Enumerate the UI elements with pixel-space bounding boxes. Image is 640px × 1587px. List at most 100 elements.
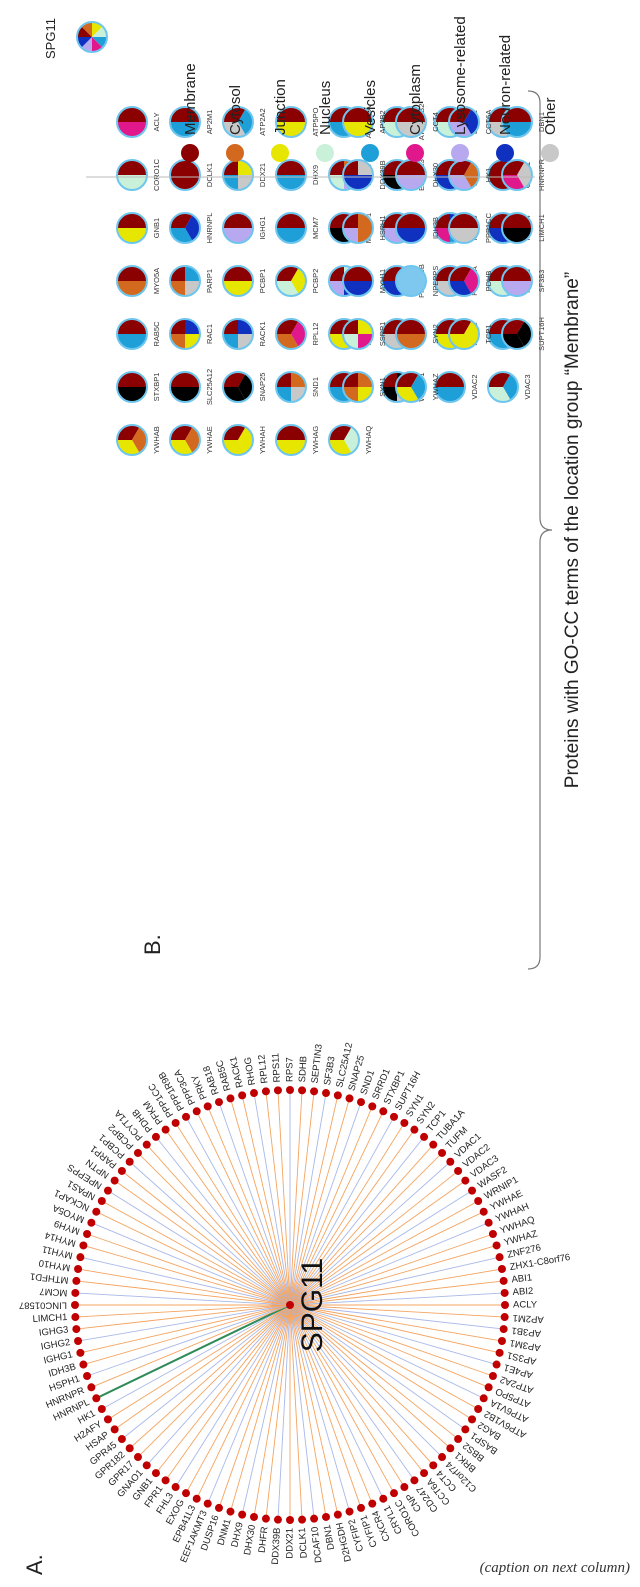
pie-slice (358, 387, 373, 402)
network-node (79, 1360, 88, 1369)
network-edge (175, 1122, 291, 1306)
network-node-label: RPS11 (270, 1053, 283, 1083)
network-node-label: ACLY (513, 1300, 538, 1311)
network-node (83, 1372, 92, 1381)
network-nodes: LINC01587MCM7MTHFD1MYH10MYH11MYH14MYH9MY… (19, 1042, 571, 1565)
network-edge (289, 1304, 504, 1330)
pie-slice (276, 228, 306, 243)
pie-label: SF3B3 (537, 270, 546, 293)
network-edge (91, 1222, 291, 1306)
pie-outline (342, 106, 374, 138)
network-edge (289, 1304, 303, 1520)
legend-label: Junction (272, 79, 289, 135)
pie-slice (117, 122, 147, 137)
pie-slice (185, 319, 200, 334)
network-node (110, 1176, 119, 1185)
network-node-label: DCAF10 (310, 1526, 325, 1563)
network-edge (289, 1304, 489, 1388)
pie-outline (275, 106, 307, 138)
pie-chart: YWHAE (169, 424, 214, 456)
pie-chart: DHX9 (275, 159, 320, 191)
pie-slice (223, 266, 253, 281)
pie-slice (117, 160, 147, 175)
network-edge (253, 1092, 291, 1306)
pie-panel: ACLYAP2M1ATP2A2ATP5POATP6V1AATP6V1B2BASP… (76, 21, 546, 456)
pie-chart: NPEPPS (395, 265, 440, 297)
legend: Membrane Cytosol Junction Nucleus Vesicles Cy… (181, 16, 559, 162)
pie-outline (116, 265, 148, 297)
network-node (238, 1091, 247, 1100)
pie-chart: ATP2A2 (222, 106, 267, 138)
legend-swatch (451, 144, 469, 162)
pie-slice (329, 266, 344, 281)
network-node (468, 1415, 477, 1424)
network-node (142, 1140, 151, 1149)
legend-label: Vesicles (362, 80, 379, 135)
pie-slice (77, 37, 92, 48)
pie-slice (238, 175, 253, 190)
pie-outline (448, 106, 480, 138)
network-edge (241, 1095, 291, 1306)
pie-slice (117, 213, 147, 228)
network-edge (289, 1092, 327, 1306)
network-edge (107, 1304, 291, 1420)
pie-label: YWHAZ (431, 373, 440, 401)
network-edge (289, 1304, 484, 1399)
network-edge (101, 1304, 291, 1410)
network-edge (289, 1304, 497, 1365)
network-edge (289, 1106, 373, 1306)
pie-slice (358, 319, 373, 334)
network-node (261, 1514, 270, 1523)
pie-slice (343, 160, 358, 175)
pie-chart: SSRP1 (342, 318, 387, 350)
network-edge (75, 1304, 291, 1318)
pie-chart: STXBP1 (116, 371, 161, 403)
pie-label: YWHAH (258, 426, 267, 454)
pie-chart: DBN1 (501, 106, 546, 138)
network-edge (289, 1280, 504, 1306)
pie-chart: YWHAG (275, 424, 320, 456)
pie-outline (328, 424, 360, 456)
network-edge (175, 1304, 291, 1488)
network-edge (289, 1304, 466, 1430)
network-node-label: MCM7 (39, 1285, 68, 1298)
pie-outline (448, 318, 480, 350)
pie-outline (395, 212, 427, 244)
network-node-label: IGHG2 (40, 1337, 71, 1353)
center-label: SPG11 (296, 1258, 329, 1353)
network-edge (289, 1170, 459, 1306)
pie-outline (487, 371, 519, 403)
network-node (345, 1507, 354, 1516)
network-node (133, 1453, 142, 1462)
network-edge (289, 1304, 350, 1512)
network-node (171, 1483, 180, 1492)
pie-slice (276, 440, 306, 455)
pie-outline (116, 212, 148, 244)
pie-label: DHX9 (311, 165, 320, 185)
pie-outline (275, 265, 307, 297)
network-node (142, 1461, 151, 1470)
network-node (501, 1301, 509, 1309)
network-node (103, 1415, 112, 1424)
pie-slice (223, 228, 253, 243)
network-node (238, 1510, 247, 1519)
pie-label: DBN1 (537, 112, 546, 132)
network-node (499, 1325, 508, 1334)
network-edge (289, 1256, 500, 1306)
network-edge (80, 1256, 291, 1306)
pie-chart: SNAP25 (222, 371, 267, 403)
pie-label: DDX21 (258, 163, 267, 187)
network-node-label: DDX21 (285, 1528, 296, 1559)
network-edge (155, 1136, 291, 1306)
pie-outline (169, 212, 201, 244)
network-node (389, 1112, 398, 1121)
legend-label: Cytoplasm (407, 64, 424, 135)
network-node (273, 1086, 282, 1095)
network-node-label: MYH10 (38, 1257, 71, 1273)
network-node (454, 1166, 463, 1175)
pie-slice (343, 228, 358, 243)
pie-outline (501, 159, 533, 191)
network-node (249, 1089, 258, 1098)
pie-slice (276, 122, 306, 137)
network-node (310, 1514, 319, 1523)
